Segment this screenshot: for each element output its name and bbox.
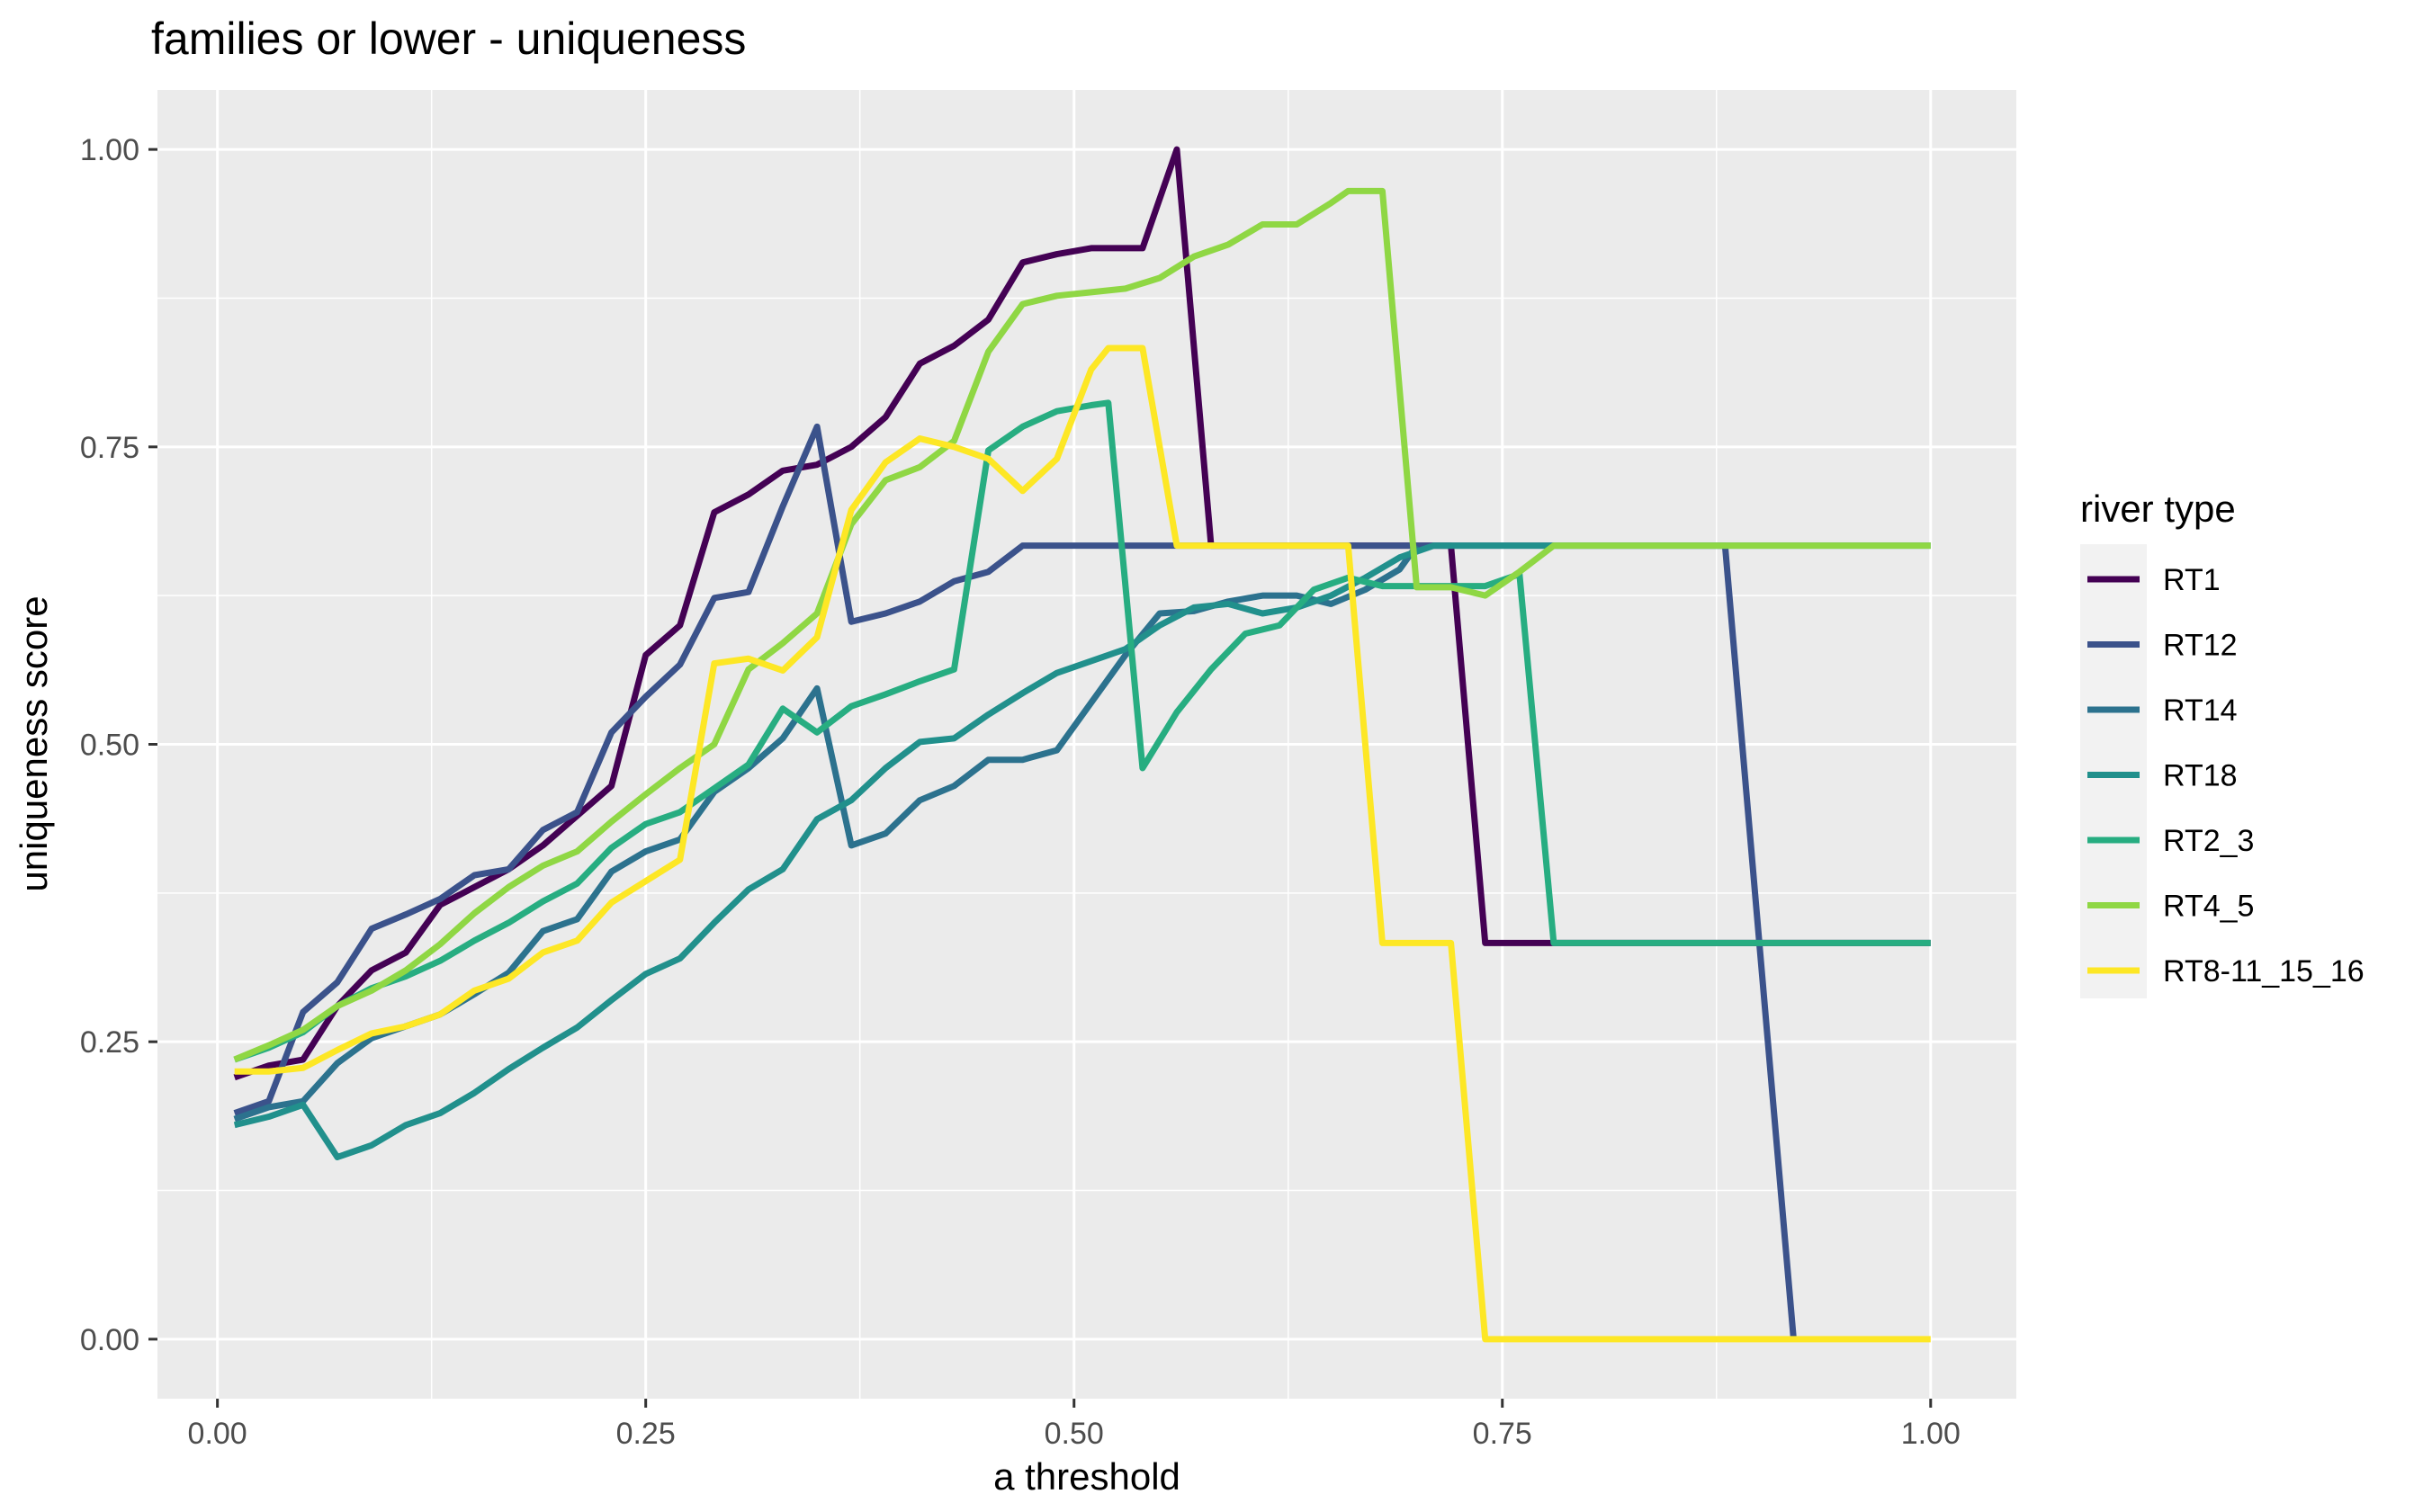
- series-line-rt8-11-15-16: [234, 344, 1931, 1343]
- series-line-rt1: [233, 146, 1931, 1081]
- legend-label: RT4_5: [2163, 890, 2254, 924]
- y-tick-label: 0.75: [80, 431, 139, 465]
- series-line-rt18: [233, 542, 1931, 1160]
- y-tick-label: 0.00: [80, 1323, 139, 1357]
- y-tick-label: 0.50: [80, 729, 139, 763]
- legend-label: RT2_3: [2163, 824, 2254, 858]
- y-axis: 0.00 0.25 0.50 0.75 1.00: [80, 133, 157, 1357]
- x-tick-label: 0.25: [616, 1417, 676, 1451]
- x-tick-label: 0.75: [1473, 1417, 1532, 1451]
- y-axis-title: uniqueness score: [13, 595, 55, 891]
- series-layer: [233, 146, 1931, 1343]
- legend-key-background: [2080, 544, 2147, 998]
- legend: river type RT1 RT12 RT14 RT18 RT2_3 RT4_5 RT8-…: [2080, 488, 2365, 998]
- x-axis: 0.00 0.25 0.50 0.75 1.00: [188, 1399, 1961, 1451]
- legend-label: RT1: [2163, 563, 2221, 597]
- series-line-rt4-5: [233, 187, 1931, 1063]
- x-tick-label: 0.00: [188, 1417, 247, 1451]
- x-axis-title: a threshold: [993, 1455, 1180, 1498]
- chart-title: families or lower - uniqueness: [151, 13, 746, 64]
- legend-label: RT14: [2163, 693, 2238, 728]
- x-tick-label: 1.00: [1901, 1417, 1961, 1451]
- grid-major: [157, 90, 2016, 1399]
- y-tick-label: 0.25: [80, 1025, 139, 1060]
- legend-label: RT8-11_15_16: [2163, 954, 2365, 989]
- legend-label: RT18: [2163, 759, 2238, 793]
- y-tick-label: 1.00: [80, 133, 139, 167]
- series-line-rt2-3: [233, 399, 1931, 1063]
- legend-title: river type: [2080, 488, 2236, 530]
- x-tick-label: 0.50: [1045, 1417, 1104, 1451]
- legend-label: RT12: [2163, 629, 2238, 663]
